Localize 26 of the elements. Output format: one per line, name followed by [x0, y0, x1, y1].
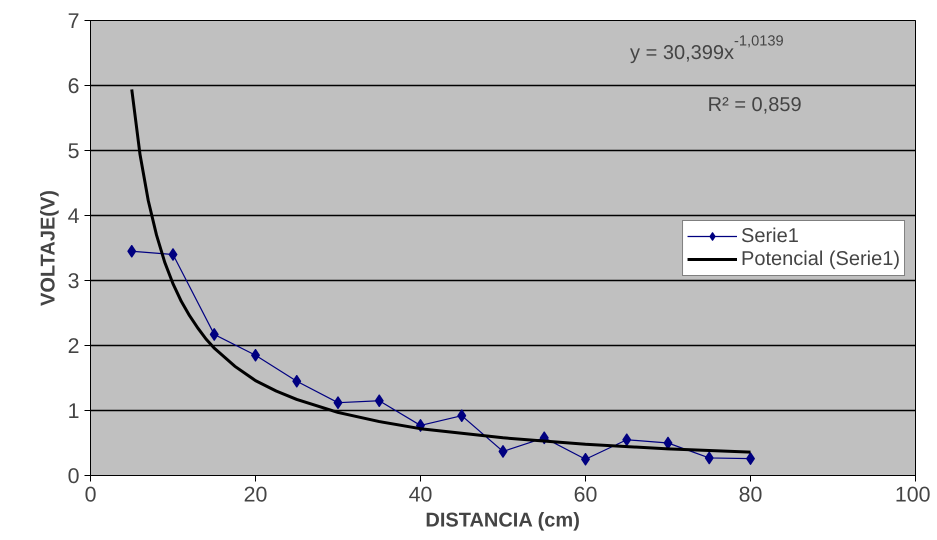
x-tick-label: 100: [894, 482, 931, 506]
point: [622, 433, 632, 446]
y-axis-title: VOLTAJE(V): [38, 190, 60, 306]
point: [374, 394, 384, 408]
x-tick-label: 40: [408, 482, 432, 506]
x-tick-label: 0: [84, 482, 97, 506]
y-tick-label: 0: [68, 464, 80, 488]
y-tick-label: 6: [68, 74, 80, 98]
x-tick-label: 80: [738, 482, 762, 506]
x-tick-label: 20: [244, 482, 268, 506]
legend-label: Potencial (Serie1): [741, 248, 900, 270]
point: [210, 328, 219, 341]
y-tick-label: 3: [68, 269, 80, 293]
annotation: R² = 0,859: [708, 94, 802, 116]
x-axis-title: DISTANCIA (cm): [425, 510, 580, 532]
point: [704, 451, 714, 464]
legend-label: Serie1: [741, 224, 799, 248]
x-tick-label: 60: [574, 482, 598, 506]
y-tick-label: 1: [68, 399, 80, 423]
point: [457, 409, 466, 422]
y-tick-label: 2: [68, 334, 80, 358]
y-tick-label: 5: [68, 139, 80, 163]
y-tick-label: 7: [68, 9, 80, 33]
point: [292, 374, 302, 388]
y-tick-label: 4: [68, 204, 80, 228]
point: [127, 244, 136, 258]
